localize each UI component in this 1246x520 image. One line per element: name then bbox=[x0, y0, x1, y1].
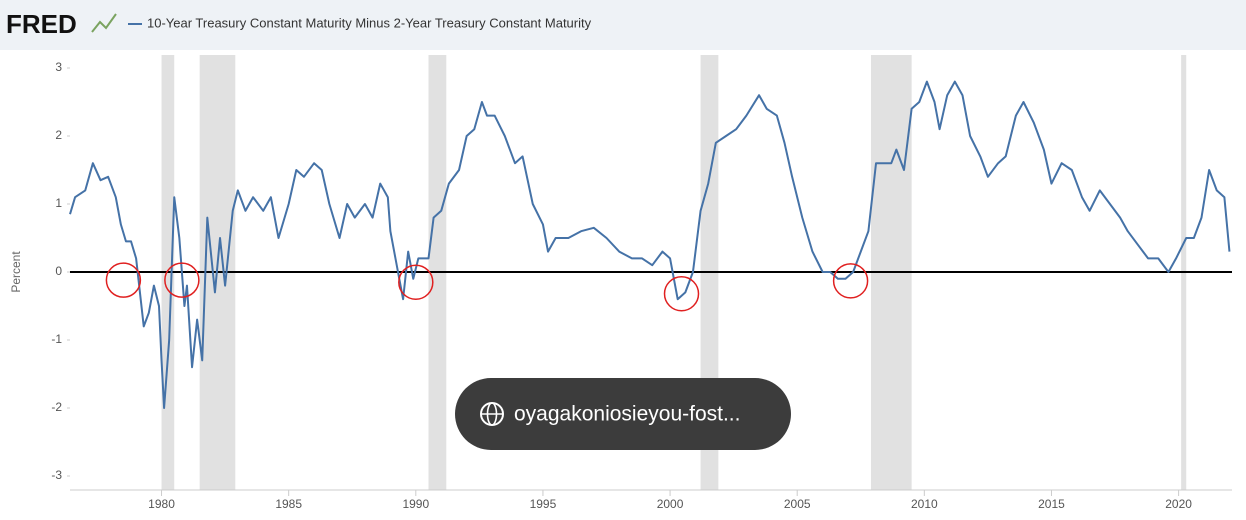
y-tick-label: 1 bbox=[55, 196, 62, 210]
highlight-circle bbox=[398, 264, 434, 300]
x-tick-label: 1990 bbox=[402, 497, 429, 511]
highlight-circle bbox=[105, 262, 142, 298]
x-tick-label: 2000 bbox=[657, 497, 684, 511]
y-tick-label: 3 bbox=[55, 60, 62, 74]
y-tick-label: -2 bbox=[51, 400, 62, 414]
x-tick-label: 1995 bbox=[530, 497, 557, 511]
plot: -3 -2 -1 0 1 2 3 1980 1985 1990 1995 2000 2005 2010 20… bbox=[51, 55, 1232, 511]
x-tick-label: 2015 bbox=[1038, 497, 1065, 511]
series-line bbox=[69, 80, 1231, 409]
y-tick-label: -1 bbox=[51, 332, 62, 346]
y-tick-label: 0 bbox=[55, 264, 62, 278]
highlight-circle bbox=[164, 262, 200, 298]
y-axis-label: Percent bbox=[9, 251, 23, 293]
legend-label: 10-Year Treasury Constant Maturity Minus… bbox=[147, 15, 592, 30]
header bbox=[0, 0, 1246, 50]
logo: FRED bbox=[6, 9, 77, 39]
overlay-text: oyagakoniosieyou-fost... bbox=[514, 403, 740, 426]
x-tick-label: 2005 bbox=[784, 497, 811, 511]
logo-icon bbox=[91, 13, 117, 33]
x-tick-label: 1985 bbox=[275, 497, 302, 511]
y-tick-label: -3 bbox=[51, 468, 62, 482]
highlight-circle bbox=[832, 263, 869, 299]
x-tick-label: 1980 bbox=[148, 497, 175, 511]
y-tick-label: 2 bbox=[55, 128, 62, 142]
pill-bg bbox=[455, 378, 791, 450]
highlight-circle bbox=[663, 276, 700, 312]
x-tick-label: 2020 bbox=[1165, 497, 1192, 511]
x-tick-label: 2010 bbox=[911, 497, 938, 511]
overlay-pill[interactable]: oyagakoniosieyou-fost... bbox=[455, 378, 791, 450]
